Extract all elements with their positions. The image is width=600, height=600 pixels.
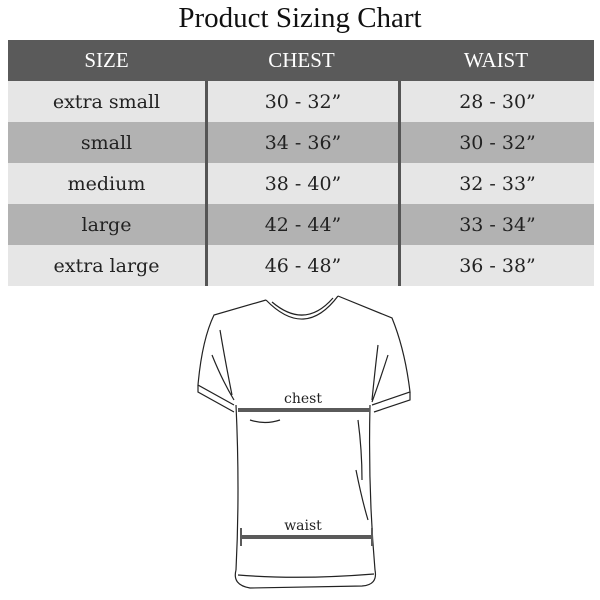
header-size: SIZE [84,48,129,72]
chart-title: Product Sizing Chart [178,2,422,34]
chest-cell: 34 - 36” [205,122,398,163]
size-cell: extra large [53,254,160,277]
table-row: small 34 - 36” 30 - 32” [8,122,594,163]
chest-cell: 38 - 40” [205,163,398,204]
size-cell: extra small [52,90,161,113]
table-row: extra large 46 - 48” 36 - 38” [8,245,594,286]
waist-cell: 33 - 34” [398,204,594,245]
tshirt-outline [197,295,411,589]
size-cell: small [80,131,133,154]
table-row: medium 38 - 40” 32 - 33” [8,163,594,204]
chest-cell: 46 - 48” [205,245,398,286]
table-header: SIZE CHEST WAIST [8,40,594,81]
size-cell: large [81,213,132,236]
waist-cell: 28 - 30” [398,81,594,122]
header-chest: CHEST [268,48,335,72]
waist-cell: 30 - 32” [398,122,594,163]
header-waist: WAIST [463,48,529,72]
table-row: extra small 30 - 32” 28 - 30” [8,81,594,122]
waist-cell: 32 - 33” [398,163,594,204]
chest-cell: 42 - 44” [205,204,398,245]
waist-label: waist [284,518,322,534]
size-cell: medium [67,172,146,195]
chest-cell: 30 - 32” [205,81,398,122]
waist-cell: 36 - 38” [398,245,594,286]
table-row: large 42 - 44” 33 - 34” [8,204,594,245]
sizing-table: SIZE CHEST WAIST extra small 30 - 32” 28… [8,40,594,286]
chest-label: chest [284,391,322,407]
